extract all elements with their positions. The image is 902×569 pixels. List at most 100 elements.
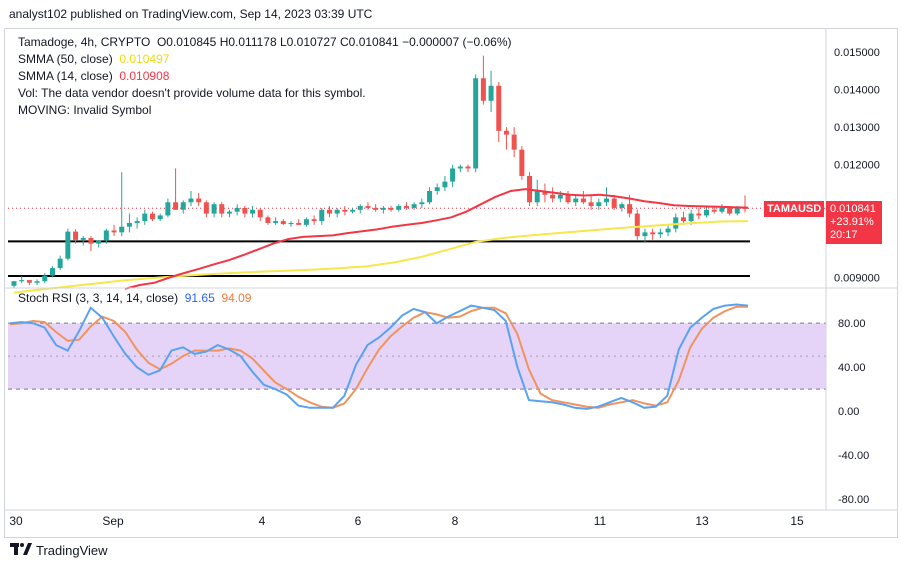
smma50-label: SMMA (50, close) bbox=[18, 52, 113, 66]
price-tag: 0.010841 +23.91% 20:17 bbox=[826, 201, 882, 244]
candle-body bbox=[357, 206, 363, 210]
candle-body bbox=[134, 221, 140, 223]
candle-body bbox=[265, 217, 271, 223]
candle-body bbox=[465, 166, 471, 169]
ohlc-values: O0.010845 H0.011178 L0.010727 C0.010841 … bbox=[156, 35, 512, 49]
candle-body bbox=[603, 198, 609, 203]
candle-body bbox=[580, 198, 586, 203]
stoch-d-line bbox=[9, 305, 748, 409]
candle-body bbox=[80, 238, 86, 240]
price-tag-price: 0.010841 bbox=[830, 203, 876, 215]
candle-body bbox=[157, 215, 163, 220]
candle-body bbox=[150, 213, 156, 220]
candle-body bbox=[450, 168, 456, 182]
time-tick-label: 11 bbox=[594, 514, 607, 528]
candle-body bbox=[365, 206, 371, 208]
price-tick-label: 0.014000 bbox=[834, 85, 880, 97]
smma14-label: SMMA (14, close) bbox=[18, 69, 113, 83]
candle-body bbox=[126, 222, 132, 227]
candle-body bbox=[503, 130, 509, 135]
smma14-line bbox=[124, 188, 749, 290]
time-tick-label: 30 bbox=[9, 514, 23, 528]
candle-body bbox=[719, 207, 725, 212]
candle-body bbox=[657, 232, 663, 235]
candle-body bbox=[734, 207, 740, 214]
candle-body bbox=[488, 85, 494, 101]
time-tick-label: 13 bbox=[695, 514, 709, 528]
candle-body bbox=[119, 226, 125, 233]
time-tick-label: 4 bbox=[259, 514, 266, 528]
candle-body bbox=[711, 209, 717, 212]
candle-body bbox=[573, 198, 579, 203]
vol-label: Vol: The data vendor doesn't provide vol… bbox=[18, 86, 366, 100]
price-tick-label: 0.009000 bbox=[834, 272, 880, 284]
candle-body bbox=[303, 219, 309, 225]
price-tick-label: 0.012000 bbox=[834, 160, 880, 172]
candle-body bbox=[180, 202, 186, 210]
stoch-tick-label: 40.00 bbox=[838, 362, 866, 374]
candle-body bbox=[326, 209, 332, 214]
candle-body bbox=[704, 209, 710, 216]
candle-body bbox=[496, 85, 502, 131]
stoch-pane bbox=[8, 303, 826, 410]
time-tick-label: 15 bbox=[790, 514, 804, 528]
candle-body bbox=[380, 207, 386, 210]
candle-body bbox=[57, 258, 63, 269]
candle-body bbox=[419, 202, 425, 205]
chart-frame bbox=[4, 28, 898, 538]
symbol-label: Tamadoge, 4h, CRYPTO bbox=[18, 35, 151, 49]
candle-body bbox=[273, 221, 279, 223]
publish-header: analyst102 published on TradingView.com,… bbox=[9, 7, 373, 21]
stoch-k-line bbox=[9, 303, 749, 410]
candle-body bbox=[588, 202, 594, 207]
candle-body bbox=[350, 209, 356, 212]
footer: TradingView bbox=[10, 542, 108, 558]
candle-body bbox=[257, 209, 263, 218]
time-tick-label: 8 bbox=[452, 514, 459, 528]
smma50-value: 0.010497 bbox=[119, 52, 170, 66]
candle-body bbox=[96, 240, 102, 244]
tradingview-logo-text: TradingView bbox=[36, 542, 108, 558]
candle-body bbox=[219, 204, 225, 214]
candle-body bbox=[627, 204, 633, 214]
candle-body bbox=[73, 231, 79, 240]
candle-body bbox=[234, 207, 240, 212]
candle-body bbox=[311, 219, 317, 222]
candle-body bbox=[565, 194, 571, 203]
candle-body bbox=[411, 204, 417, 208]
moving-label: MOVING: Invalid Symbol bbox=[18, 103, 152, 117]
price-tick-label: 0.015000 bbox=[834, 47, 880, 59]
candle-body bbox=[319, 209, 325, 222]
candle-body bbox=[511, 134, 517, 150]
candle-body bbox=[203, 202, 209, 214]
candle-body bbox=[427, 191, 433, 203]
candle-body bbox=[142, 213, 148, 222]
candle-body bbox=[173, 202, 179, 210]
candle-body bbox=[11, 281, 17, 286]
candle-body bbox=[188, 198, 194, 203]
candle-body bbox=[280, 221, 286, 225]
stoch-tick-label: -40.00 bbox=[838, 450, 869, 462]
candle-body bbox=[19, 280, 25, 282]
candle-body bbox=[673, 217, 679, 229]
time-tick-label: 6 bbox=[355, 514, 362, 528]
price-tag-change: +23.91% bbox=[830, 216, 874, 228]
stoch-d-value: 94.09 bbox=[221, 291, 252, 305]
candle-body bbox=[288, 222, 294, 225]
candle-body bbox=[196, 198, 202, 203]
candle-body bbox=[611, 198, 617, 208]
candle-body bbox=[550, 194, 556, 199]
candle-body bbox=[388, 207, 394, 210]
ticker-tag: TAMAUSD bbox=[764, 201, 825, 217]
candle-body bbox=[688, 213, 694, 222]
candle-body bbox=[473, 78, 479, 169]
candle-body bbox=[226, 211, 232, 214]
candle-body bbox=[111, 230, 117, 233]
candle-body bbox=[642, 232, 648, 237]
smma50-line bbox=[13, 220, 749, 294]
candle-body bbox=[42, 275, 48, 282]
candle-body bbox=[88, 238, 94, 244]
candle-body bbox=[211, 204, 217, 214]
candle-body bbox=[434, 187, 440, 192]
